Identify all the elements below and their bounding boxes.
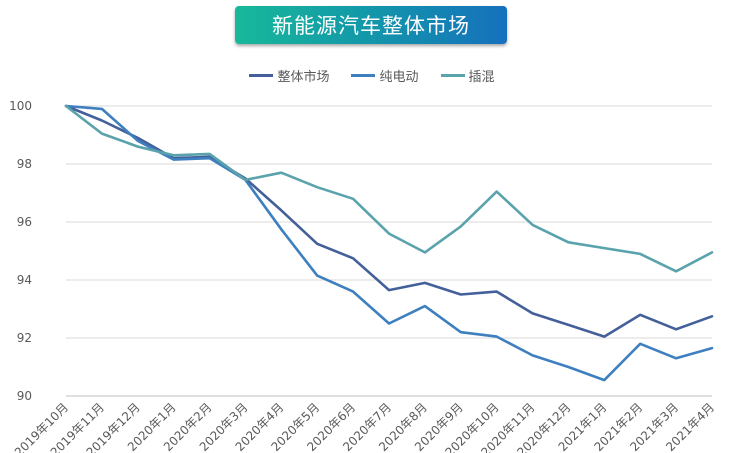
chart-title: 新能源汽车整体市场 (272, 14, 470, 38)
legend-label-2: 插混 (468, 70, 495, 85)
series-line-1 (64, 104, 714, 382)
legend-item-2: 插混 (440, 66, 495, 85)
y-tick-label: 100 (9, 99, 32, 113)
legend-item-0: 整体市场 (249, 66, 329, 85)
legend-label-1: 纯电动 (379, 70, 419, 85)
y-tick-label: 92 (17, 331, 32, 345)
y-tick-label: 94 (17, 273, 32, 287)
series-line-2 (64, 104, 714, 273)
chart-title-banner: 新能源汽车整体市场 (235, 6, 507, 44)
legend-swatch-1 (351, 74, 376, 77)
chart-legend: 整体市场 纯电动 插混 (0, 66, 744, 85)
legend-swatch-2 (440, 74, 465, 77)
legend-label-0: 整体市场 (277, 70, 330, 85)
series-line-0 (64, 104, 714, 338)
y-tick-label: 96 (17, 215, 32, 229)
y-tick-label: 98 (17, 157, 32, 171)
y-tick-label: 90 (17, 389, 32, 403)
legend-item-1: 纯电动 (351, 66, 419, 85)
legend-swatch-0 (249, 74, 274, 77)
